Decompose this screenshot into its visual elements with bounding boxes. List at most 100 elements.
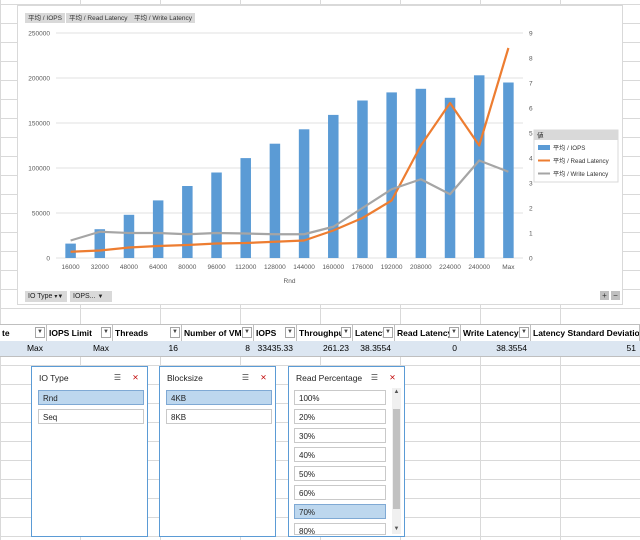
- field-dropdown-iops-limit[interactable]: IOPS... ▼: [70, 291, 112, 302]
- y-right-tick-label: 7: [529, 81, 533, 88]
- field-button-iops[interactable]: 平均 / IOPS: [25, 13, 65, 23]
- x-tick-label: 96000: [207, 264, 225, 271]
- bar: [298, 129, 310, 258]
- col-header-latency[interactable]: Latency ▼: [353, 325, 395, 342]
- y-right-tick-label: 0: [529, 256, 533, 263]
- chevron-down-icon: ▼: [97, 294, 104, 300]
- slicer-item-rnd[interactable]: Rnd: [38, 390, 144, 405]
- slicer-item-70[interactable]: 70%: [294, 504, 386, 519]
- col-header-throughput[interactable]: Throughpu ▼: [297, 325, 353, 342]
- slicer-read-percentage[interactable]: Read Percentage ☰ ⨯ 100% 20% 30% 40% 50%…: [288, 366, 405, 537]
- slicer-io-type[interactable]: IO Type ☰ ⨯ Rnd Seq: [31, 366, 148, 537]
- clear-filter-icon[interactable]: ⨯: [132, 373, 139, 382]
- col-header-read-latency[interactable]: Read Latency ▼: [395, 325, 461, 342]
- chevron-down-icon[interactable]: ▼: [341, 327, 351, 338]
- slicer-item-8kb[interactable]: 8KB: [166, 409, 272, 424]
- x-axis-label: Rnd: [284, 278, 296, 285]
- multi-select-icon[interactable]: ☰: [241, 373, 250, 382]
- scroll-thumb[interactable]: [393, 409, 400, 509]
- chevron-down-icon[interactable]: ▼: [35, 327, 45, 338]
- y-right-tick-label: 2: [529, 206, 533, 213]
- bar: [152, 200, 164, 258]
- y-right-tick-label: 1: [529, 231, 533, 238]
- col-header-write-latency[interactable]: Write Latency ▼: [461, 325, 531, 342]
- col-header-label: IOPS: [256, 328, 277, 338]
- bar: [328, 114, 339, 259]
- multi-select-icon[interactable]: ☰: [113, 373, 122, 382]
- slicer-item-80[interactable]: 80%: [294, 523, 386, 536]
- cell-number-of-vm[interactable]: 8: [182, 341, 254, 356]
- cell-iops[interactable]: 33435.33: [254, 341, 297, 356]
- col-header-threads[interactable]: Threads ▼: [113, 325, 182, 342]
- col-header-number-of-vm[interactable]: Number of VM ▼: [182, 325, 254, 342]
- slicer-item-20[interactable]: 20%: [294, 409, 386, 424]
- clear-filter-icon[interactable]: ⨯: [260, 373, 267, 382]
- legend-item-label: 平均 / Write Latency: [553, 170, 609, 178]
- col-header-latency-std-dev[interactable]: Latency Standard Deviation: [531, 325, 640, 342]
- cell-iops-limit[interactable]: Max: [47, 341, 113, 356]
- x-tick-label: 80000: [178, 264, 196, 271]
- scroll-up-icon[interactable]: ▲: [393, 389, 400, 395]
- legend-title: 値: [537, 131, 544, 140]
- x-tick-label: 224000: [439, 264, 461, 271]
- x-tick-label: 32000: [91, 264, 109, 271]
- scroll-down-icon[interactable]: ▼: [393, 526, 400, 532]
- cell-write-latency[interactable]: 38.3554: [461, 341, 531, 356]
- y-left-tick-label: 250000: [28, 31, 50, 38]
- col-header-label: Throughpu: [299, 328, 344, 338]
- col-header-te[interactable]: te ▼: [0, 325, 47, 342]
- pivot-chart[interactable]: 平均 / IOPS 平均 / Read Latency 平均 / Write L…: [17, 5, 623, 305]
- x-tick-label: 112000: [235, 264, 257, 271]
- slicer-title: Blocksize: [167, 373, 203, 383]
- slicer-item-4kb[interactable]: 4KB: [166, 390, 272, 405]
- col-header-iops[interactable]: IOPS ▼: [254, 325, 297, 342]
- field-dropdown-io-type[interactable]: IO Type ▾▼: [25, 291, 67, 302]
- slicer-item-seq[interactable]: Seq: [38, 409, 144, 424]
- table-row[interactable]: Max Max 16 8 33435.33 261.23 38.3554 0 3…: [0, 341, 640, 357]
- chevron-down-icon[interactable]: ▼: [383, 327, 393, 338]
- filter-icon[interactable]: ▼: [101, 327, 111, 338]
- x-tick-label: 64000: [149, 264, 167, 271]
- slicer-scrollbar[interactable]: ▲ ▼: [392, 388, 401, 534]
- bar: [386, 92, 397, 259]
- slicer-item-60[interactable]: 60%: [294, 485, 386, 500]
- cell-te[interactable]: Max: [0, 341, 47, 356]
- y-right-tick-label: 3: [529, 181, 533, 188]
- chevron-down-icon[interactable]: ▼: [519, 327, 529, 338]
- y-left-tick-label: 0: [46, 256, 50, 263]
- slicer-item-50[interactable]: 50%: [294, 466, 386, 481]
- expand-field-button[interactable]: +: [600, 291, 609, 300]
- chevron-down-icon[interactable]: ▼: [449, 327, 459, 338]
- x-tick-label: 48000: [120, 264, 138, 271]
- x-tick-label: 176000: [352, 264, 374, 271]
- field-button-write-latency[interactable]: 平均 / Write Latency: [131, 13, 196, 23]
- col-header-label: Latency: [355, 328, 388, 338]
- multi-select-icon[interactable]: ☰: [370, 373, 379, 382]
- slicer-item-30[interactable]: 30%: [294, 428, 386, 443]
- chevron-down-icon[interactable]: ▼: [242, 327, 252, 338]
- slicer-blocksize[interactable]: Blocksize ☰ ⨯ 4KB 8KB: [159, 366, 276, 537]
- series-line: [70, 47, 510, 253]
- cell-threads[interactable]: 16: [113, 341, 182, 356]
- collapse-field-button[interactable]: −: [611, 291, 620, 300]
- cell-throughput[interactable]: 261.23: [297, 341, 353, 356]
- y-left-tick-label: 100000: [28, 166, 50, 173]
- field-button-read-latency[interactable]: 平均 / Read Latency: [66, 13, 131, 23]
- cell-read-latency[interactable]: 0: [395, 341, 461, 356]
- slicer-item-40[interactable]: 40%: [294, 447, 386, 462]
- chevron-down-icon[interactable]: ▼: [170, 327, 180, 338]
- clear-filter-icon[interactable]: ⨯: [389, 373, 396, 382]
- bar: [94, 229, 106, 258]
- chevron-down-icon[interactable]: ▼: [285, 327, 295, 338]
- x-tick-label: Max: [502, 264, 515, 271]
- col-header-label: Latency Standard Deviation: [533, 328, 640, 338]
- bar: [123, 214, 135, 258]
- y-right-tick-label: 8: [529, 56, 533, 63]
- bar: [357, 100, 368, 258]
- cell-latency-std-dev[interactable]: 51: [531, 341, 640, 356]
- col-header-label: Write Latency: [463, 328, 519, 338]
- filter-icon: ▾▼: [54, 294, 64, 300]
- cell-latency[interactable]: 38.3554: [353, 341, 395, 356]
- slicer-item-100[interactable]: 100%: [294, 390, 386, 405]
- col-header-iops-limit[interactable]: IOPS Limit ▼: [47, 325, 113, 342]
